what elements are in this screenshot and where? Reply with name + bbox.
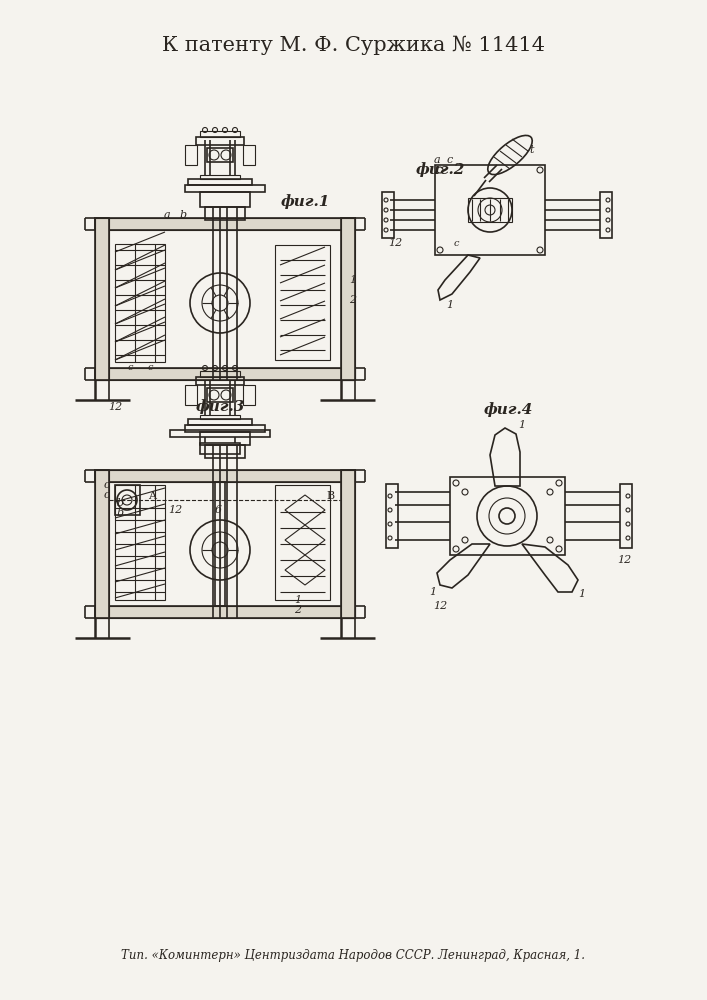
- Text: 1: 1: [518, 420, 525, 430]
- Bar: [95, 470, 109, 618]
- Text: c: c: [104, 480, 110, 490]
- Bar: [185, 185, 265, 192]
- Text: t: t: [530, 145, 534, 155]
- Text: К патенту М. Ф. Суржика № 11414: К патенту М. Ф. Суржика № 11414: [161, 35, 544, 55]
- Text: фиг.1: фиг.1: [280, 195, 329, 209]
- Bar: [95, 368, 355, 380]
- Bar: [200, 175, 240, 179]
- Bar: [95, 218, 109, 380]
- Bar: [115, 485, 165, 600]
- Bar: [188, 419, 252, 425]
- Bar: [95, 218, 109, 380]
- Text: фиг.4: фиг.4: [484, 403, 532, 417]
- Bar: [341, 470, 355, 618]
- Bar: [341, 218, 355, 380]
- Text: c: c: [147, 363, 153, 372]
- Text: c: c: [453, 238, 459, 247]
- Bar: [450, 477, 565, 555]
- Text: 1: 1: [349, 275, 356, 285]
- Text: Тип. «Коминтерн» Центриздата Народов СССР. Ленинград, Красная, 1.: Тип. «Коминтерн» Центриздата Народов ССС…: [121, 948, 585, 962]
- Text: 12: 12: [388, 238, 402, 248]
- Bar: [207, 148, 233, 162]
- Bar: [170, 430, 270, 437]
- Text: b: b: [117, 498, 124, 508]
- Text: 1: 1: [294, 595, 302, 605]
- Text: A: A: [148, 491, 156, 501]
- Bar: [341, 470, 355, 618]
- Text: 2: 2: [294, 605, 302, 615]
- Bar: [200, 371, 240, 377]
- Bar: [243, 385, 255, 405]
- Bar: [205, 445, 245, 458]
- Text: фиг.2: фиг.2: [415, 163, 464, 177]
- Text: 1: 1: [578, 589, 585, 599]
- Bar: [196, 377, 244, 385]
- Bar: [95, 470, 355, 482]
- Text: 12: 12: [433, 601, 447, 611]
- Bar: [205, 207, 245, 220]
- Bar: [200, 443, 240, 454]
- Bar: [185, 385, 197, 405]
- Text: b: b: [180, 210, 187, 220]
- Bar: [200, 415, 240, 419]
- Bar: [207, 388, 233, 402]
- Text: B: B: [326, 491, 334, 501]
- Text: 12: 12: [617, 555, 631, 565]
- Bar: [600, 192, 612, 238]
- Text: b: b: [117, 508, 124, 518]
- Bar: [215, 482, 225, 606]
- Bar: [275, 245, 330, 360]
- Text: фиг.3: фиг.3: [195, 400, 245, 414]
- Bar: [620, 484, 632, 548]
- Text: 2: 2: [349, 295, 356, 305]
- Text: 1: 1: [446, 300, 454, 310]
- Bar: [200, 131, 240, 137]
- Text: a: a: [433, 155, 440, 165]
- Bar: [200, 432, 250, 445]
- Bar: [200, 192, 250, 207]
- Bar: [382, 192, 394, 238]
- Text: 6: 6: [214, 505, 221, 515]
- Bar: [95, 470, 109, 618]
- Bar: [468, 198, 512, 222]
- Bar: [185, 145, 197, 165]
- Bar: [95, 218, 355, 230]
- Bar: [243, 145, 255, 165]
- Bar: [115, 244, 165, 362]
- Text: 12: 12: [168, 505, 182, 515]
- Text: a: a: [164, 210, 170, 220]
- Text: 12: 12: [108, 402, 122, 412]
- Bar: [115, 485, 140, 515]
- Text: c: c: [104, 490, 110, 500]
- Bar: [341, 218, 355, 380]
- Bar: [275, 485, 330, 600]
- Bar: [95, 606, 355, 618]
- Text: c: c: [127, 363, 133, 372]
- Bar: [188, 179, 252, 185]
- Text: c: c: [447, 155, 453, 165]
- Bar: [95, 606, 355, 618]
- Text: 1: 1: [429, 587, 436, 597]
- Bar: [95, 470, 355, 482]
- Bar: [95, 218, 355, 230]
- Bar: [196, 137, 244, 145]
- Bar: [95, 368, 355, 380]
- Bar: [185, 425, 265, 432]
- Bar: [435, 165, 545, 255]
- Bar: [386, 484, 398, 548]
